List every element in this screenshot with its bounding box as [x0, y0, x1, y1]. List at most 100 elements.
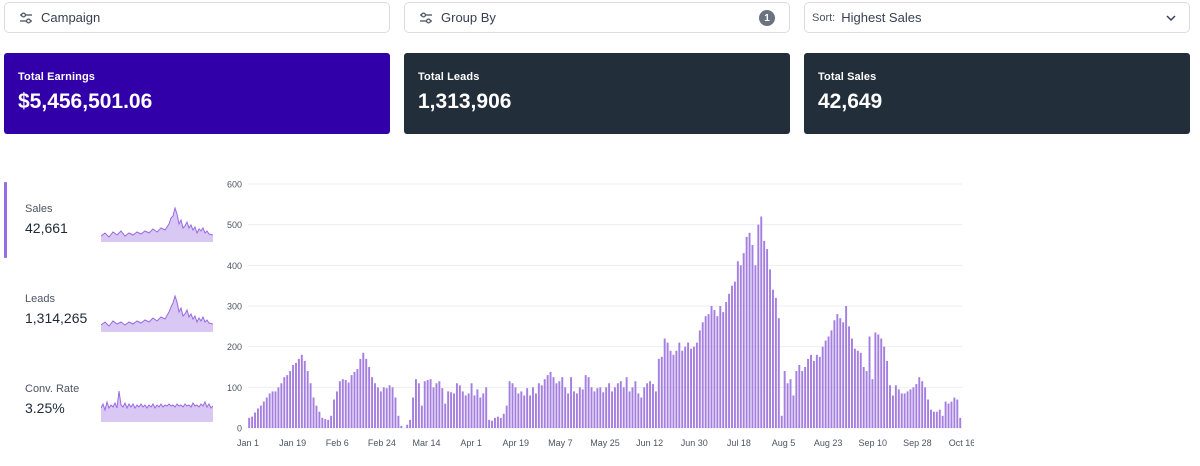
chart-bar	[704, 316, 707, 428]
chart-bar	[546, 375, 549, 428]
chart-bar	[716, 316, 719, 428]
chart-bar	[561, 377, 564, 428]
y-tick-label: 400	[227, 261, 242, 271]
chart-bar	[660, 356, 663, 428]
chart-bar	[769, 269, 771, 428]
chart-bar	[455, 383, 458, 428]
total-earnings-card: Total Earnings $5,456,501.06	[4, 53, 390, 134]
chart-bar	[382, 387, 385, 428]
chart-bar	[496, 416, 499, 428]
chart-bar	[259, 405, 262, 428]
chart-bar	[499, 417, 502, 428]
chart-bar	[766, 249, 769, 428]
bar-chart-svg: 0 100 200 300 400 500 600 Jan 1 Jan 19 Feb 6 Feb 2…	[227, 180, 975, 449]
chart-bar	[877, 334, 880, 428]
metric-value: 3.25%	[25, 400, 65, 416]
chart-bar	[300, 354, 303, 428]
chart-bar	[745, 236, 748, 428]
chart-bar	[649, 381, 652, 428]
chart-bar	[344, 380, 347, 428]
chart-bar	[613, 387, 616, 428]
chart-bar	[286, 375, 289, 428]
chart-bar	[371, 377, 374, 428]
x-tick-label: Oct 16	[949, 438, 974, 448]
chart-bar	[423, 381, 426, 428]
chart-bar	[479, 397, 482, 428]
chart-bar	[417, 383, 420, 428]
chart-bar	[628, 391, 631, 428]
chart-bar	[444, 403, 447, 428]
chart-bar	[666, 342, 669, 428]
sliders-icon	[420, 11, 432, 24]
chart-bar	[605, 387, 608, 428]
chart-bar	[640, 397, 643, 428]
chart-bar	[426, 380, 429, 428]
chart-bar	[341, 379, 344, 428]
chart-bar	[397, 415, 400, 428]
chart-bar	[736, 261, 739, 428]
chart-bar	[731, 285, 733, 428]
chart-bar	[748, 232, 751, 428]
chart-bar	[839, 318, 842, 428]
chart-bar	[517, 393, 520, 428]
chart-bar	[511, 383, 514, 428]
conv-rate-sparkline	[101, 390, 213, 422]
chart-bar	[277, 387, 280, 428]
chart-bar	[438, 381, 441, 428]
chart-bar	[321, 417, 324, 428]
chart-bar	[552, 377, 555, 428]
chart-bar	[254, 412, 256, 428]
x-tick-label: Mar 14	[412, 438, 440, 448]
chart-bar	[587, 377, 590, 428]
sort-value: Highest Sales	[841, 10, 922, 25]
chart-bar	[374, 383, 376, 428]
y-tick-label: 100	[227, 383, 242, 393]
chart-bar	[312, 397, 315, 428]
chart-bar	[681, 350, 684, 428]
chart-bar	[684, 346, 687, 428]
x-tick-label: Sep 28	[903, 438, 932, 448]
chart-bar	[698, 330, 701, 428]
metric-label: Conv. Rate	[25, 383, 80, 395]
chart-bar	[634, 381, 637, 428]
chart-bar	[880, 338, 883, 428]
chart-bar	[573, 391, 575, 428]
metric-conv-rate[interactable]: Conv. Rate 3.25%	[4, 362, 214, 438]
chart-bar	[268, 393, 271, 428]
total-sales-label: Total Sales	[818, 71, 877, 83]
chart-bar	[248, 417, 251, 428]
chart-bar	[938, 409, 941, 428]
chart-bar	[912, 387, 915, 428]
chart-bar	[739, 265, 742, 428]
chart-bar	[830, 330, 833, 428]
chart-bar	[400, 425, 403, 428]
chart-bar	[792, 395, 795, 428]
chart-bar	[602, 392, 605, 428]
chart-bar	[909, 389, 912, 428]
chart-bar	[359, 358, 362, 428]
campaign-filter-label: Campaign	[41, 10, 101, 25]
chart-bar	[564, 387, 567, 428]
chart-bar	[391, 387, 394, 428]
chart-bar	[836, 314, 839, 428]
x-tick-label: May 25	[590, 438, 620, 448]
group-by-filter[interactable]: Group By 1	[404, 2, 790, 33]
chart-bar	[815, 354, 818, 428]
chart-bar	[690, 348, 692, 428]
chart-bar	[827, 336, 830, 428]
chart-bar	[950, 401, 953, 428]
metric-sales[interactable]: Sales 42,661	[4, 182, 214, 258]
chart-bar	[520, 391, 523, 428]
chart-bar	[859, 352, 862, 428]
campaign-filter[interactable]: Campaign	[4, 2, 390, 33]
chart-bar	[429, 379, 432, 428]
metric-leads[interactable]: Leads 1,314,265	[4, 272, 214, 348]
chart-bar	[476, 389, 479, 428]
chart-bar	[599, 387, 602, 428]
chart-bar	[581, 389, 584, 428]
chart-bar	[771, 289, 774, 428]
sort-select[interactable]: Sort: Highest Sales	[804, 2, 1190, 33]
x-tick-label: Jan 19	[279, 438, 306, 448]
x-tick-label: Jan 1	[237, 438, 259, 448]
sales-sparkline	[101, 206, 213, 242]
